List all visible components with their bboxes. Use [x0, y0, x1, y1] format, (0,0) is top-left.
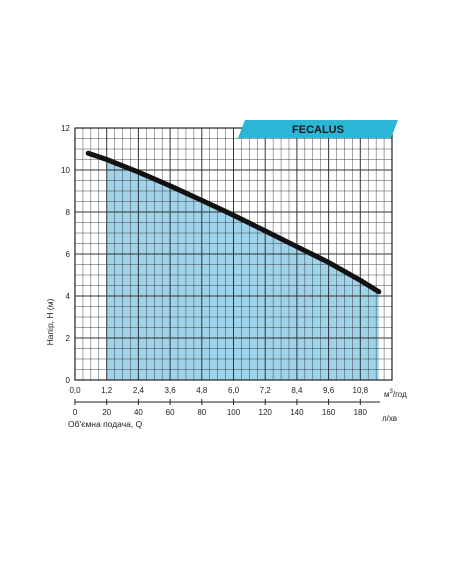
- head-flow-curve: [85, 150, 382, 295]
- grid: [74, 127, 393, 381]
- brand-banner-shape: [238, 120, 398, 138]
- x-tick-label-m3h: 10,8: [353, 386, 369, 395]
- y-tick-label: 2: [66, 334, 71, 343]
- curve-fill-area: [106, 159, 379, 380]
- x-unit-bottom: л/хв: [382, 414, 397, 423]
- x-unit-top: м3/год: [384, 389, 407, 399]
- x-tick-label-lmin: 180: [354, 408, 368, 417]
- y-tick-label: 6: [66, 250, 71, 259]
- y-tick-label: 4: [66, 292, 71, 301]
- y-tick-label: 10: [61, 166, 70, 175]
- x-tick-label-m3h: 4,8: [196, 386, 208, 395]
- x-tick-label-m3h: 0,0: [69, 386, 81, 395]
- labels: 0 2 4 6 8 10 12 0,0 1,2 2,4 3,6 4,8 6,0 7,2 8,4 9,6 10,8…: [61, 124, 369, 417]
- x-tick-label-lmin: 100: [227, 408, 241, 417]
- x-tick-label-lmin: 40: [134, 408, 143, 417]
- x-tick-label-m3h: 2,4: [133, 386, 145, 395]
- axes: [74, 127, 393, 405]
- x-tick-label-m3h: 3,6: [165, 386, 177, 395]
- plot-frame: [74, 127, 393, 381]
- x-unit-top-base: м: [384, 390, 390, 399]
- x-tick-label-lmin: 120: [259, 408, 273, 417]
- y-tick-label: 12: [61, 124, 70, 133]
- brand-banner: FECALUS: [238, 120, 398, 138]
- x-tick-label-lmin: 0: [73, 408, 78, 417]
- x-tick-label-lmin: 80: [197, 408, 206, 417]
- x-tick-label-m3h: 6,0: [228, 386, 240, 395]
- curve-layer: [85, 150, 382, 295]
- x-tick-label-m3h: 7,2: [260, 386, 272, 395]
- x-tick-label-lmin: 20: [102, 408, 111, 417]
- x-unit-top-suffix: /год: [393, 390, 407, 399]
- fill-layer: [106, 159, 379, 380]
- x-tick-label-m3h: 9,6: [323, 386, 335, 395]
- y-axis-label: Напір, Н (м): [45, 298, 55, 345]
- x-tick-label-m3h: 8,4: [291, 386, 303, 395]
- y-tick-label: 8: [66, 208, 71, 217]
- y-tick-label: 0: [66, 376, 71, 385]
- x-unit-top-exp: 3: [390, 389, 394, 395]
- x-axis-label: Об'ємна подача, Q: [68, 419, 143, 429]
- x-tick-label-lmin: 60: [166, 408, 175, 417]
- brand-label: FECALUS: [292, 124, 344, 136]
- x-tick-label-lmin: 140: [290, 408, 304, 417]
- x-tick-label-m3h: 1,2: [101, 386, 113, 395]
- x-tick-label-lmin: 160: [322, 408, 336, 417]
